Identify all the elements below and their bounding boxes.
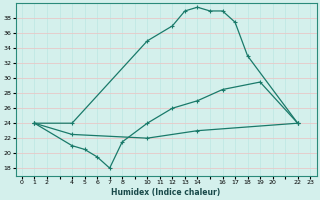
X-axis label: Humidex (Indice chaleur): Humidex (Indice chaleur) <box>111 188 221 197</box>
